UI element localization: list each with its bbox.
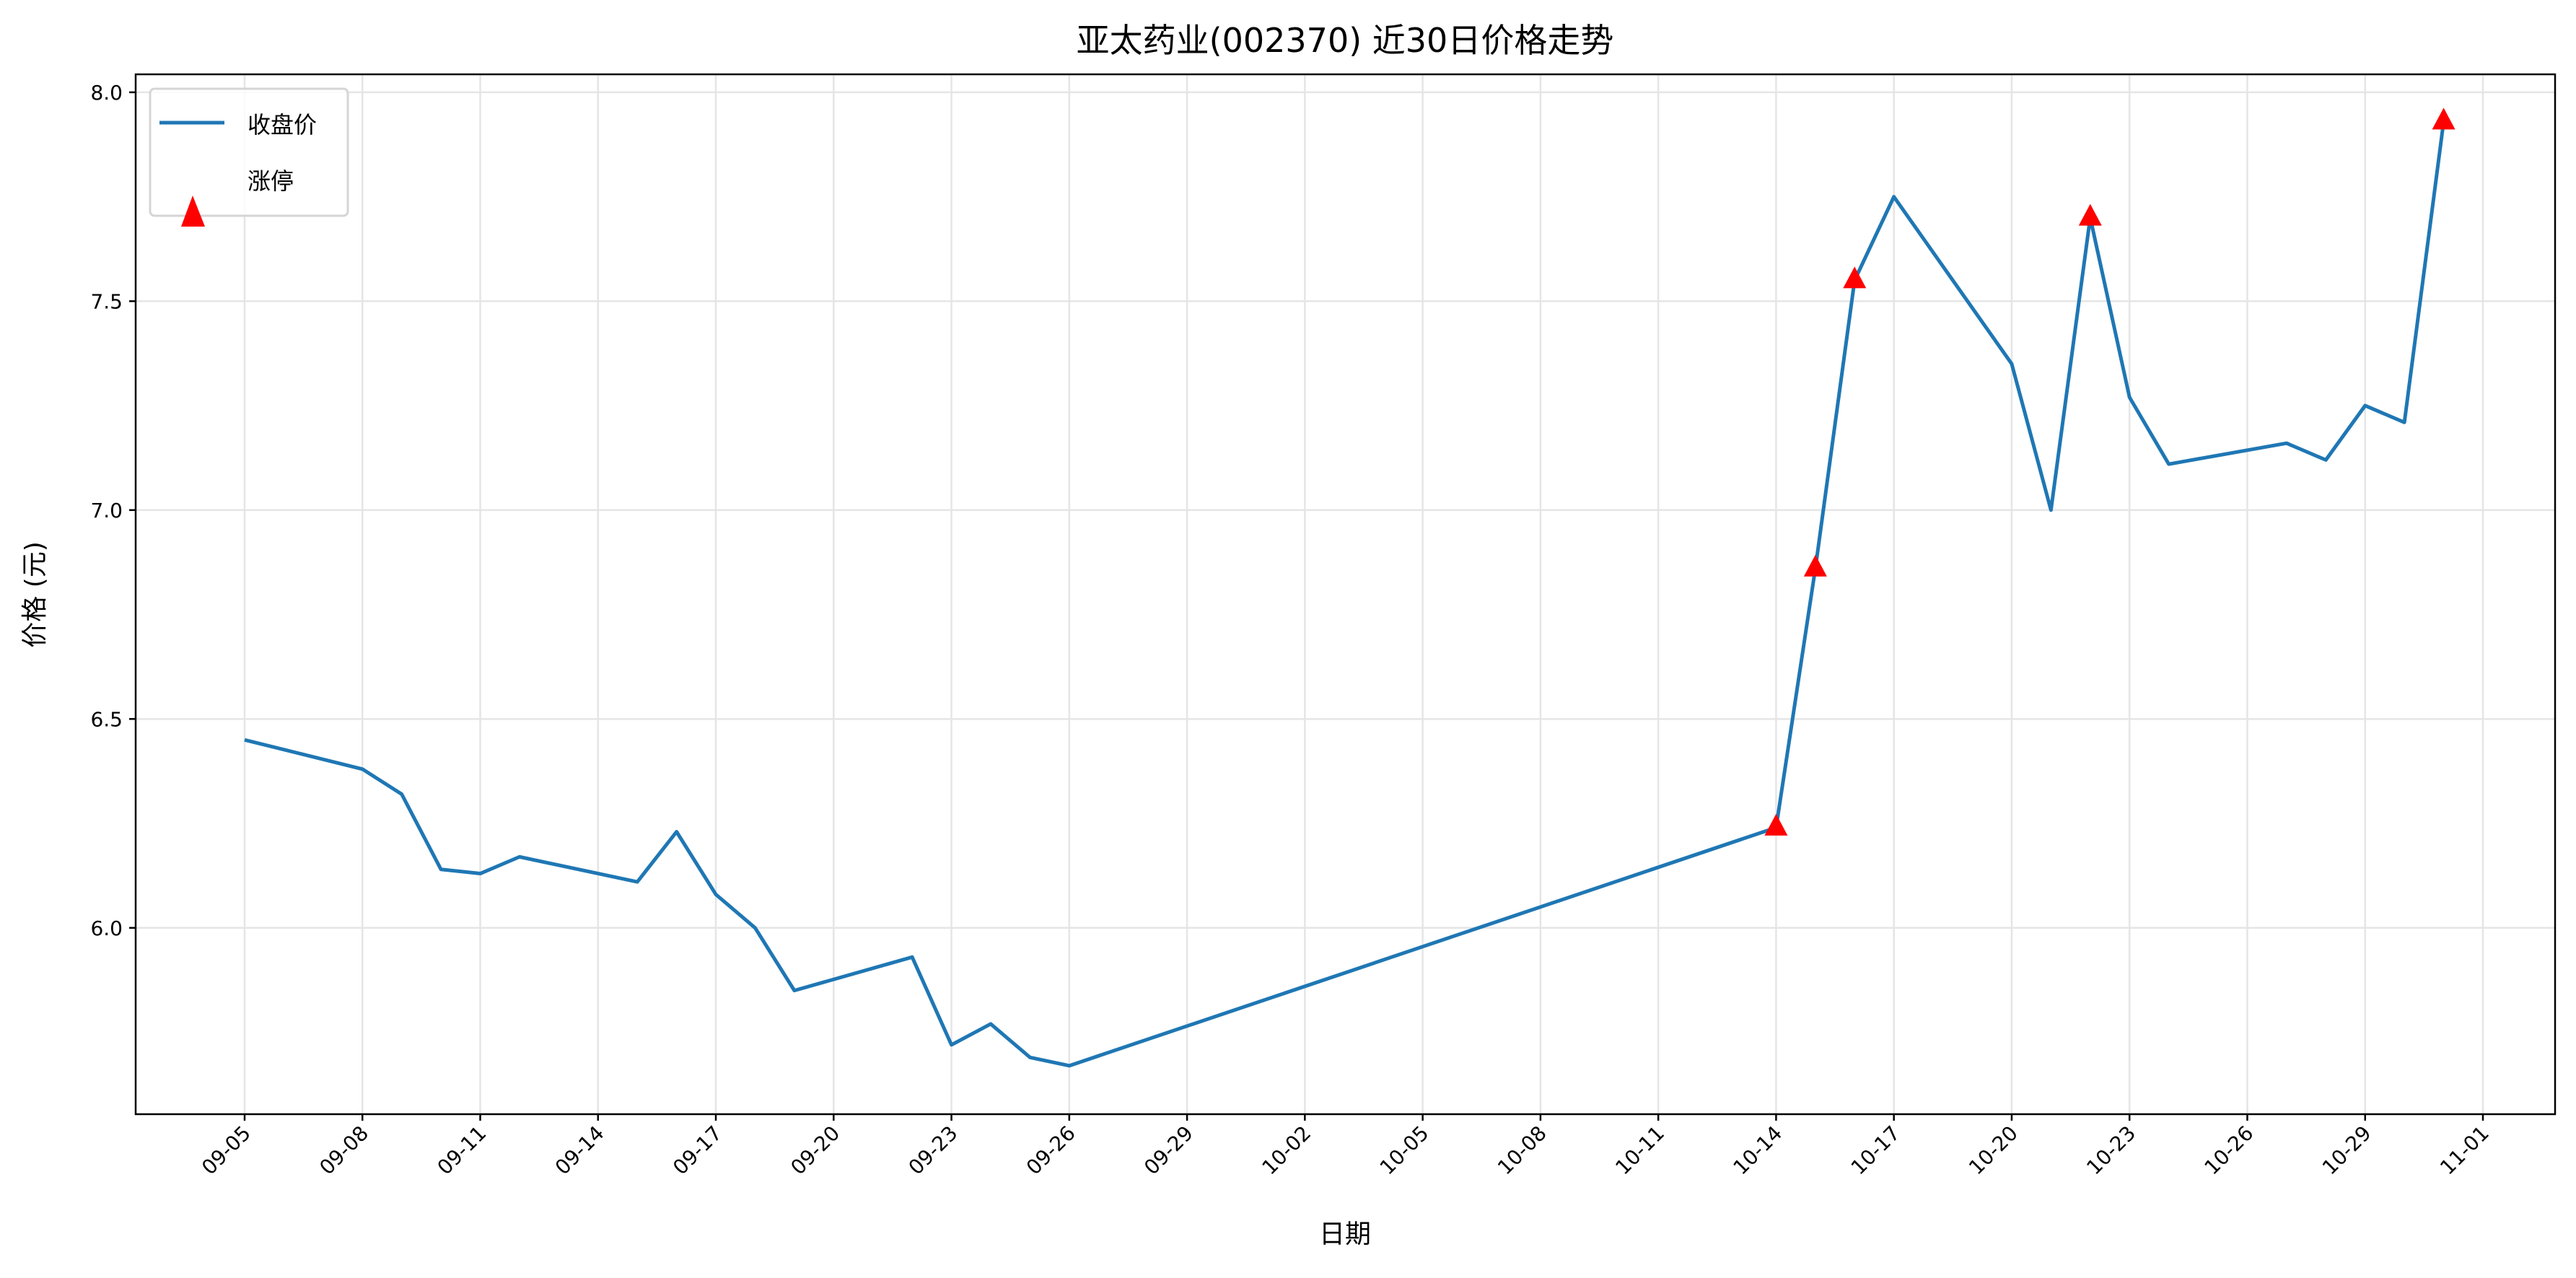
x-tick-label: 09-08 [315, 1121, 373, 1180]
x-tick-label: 10-14 [1728, 1121, 1787, 1180]
x-tick-label: 09-11 [433, 1121, 491, 1180]
x-tick-label: 09-29 [1139, 1121, 1198, 1180]
legend: 收盘价 涨停 [149, 87, 349, 227]
x-tick-label: 10-29 [2318, 1121, 2376, 1180]
y-tick-label: 7.5 [90, 289, 123, 313]
x-tick-label: 09-26 [1022, 1121, 1080, 1180]
x-tick-label: 10-08 [1493, 1121, 1551, 1180]
limit-up-marker [2432, 108, 2455, 130]
x-axis-label: 日期 [1319, 1220, 1371, 1249]
ticks: 6.0 6.5 7.0 7.5 8.0 09-05 09-08 09-11 09-14 09-17… [90, 81, 2493, 1180]
x-tick-label: 09-17 [668, 1121, 727, 1180]
x-tick-label: 10-20 [1964, 1121, 2023, 1180]
x-tick-label: 09-05 [197, 1121, 255, 1180]
y-tick-label: 6.0 [90, 916, 123, 940]
close-price-line [244, 121, 2446, 1068]
y-axis-label: 价格 (元) [20, 541, 50, 648]
x-tick-label: 09-20 [786, 1121, 844, 1180]
limit-up-marker [1803, 554, 1827, 577]
x-tick-label: 10-23 [2082, 1121, 2140, 1180]
x-tick-label: 10-11 [1611, 1121, 1669, 1180]
chart-title: 亚太药业(002370) 近30日价格走势 [1077, 21, 1614, 60]
x-tick-label: 09-14 [551, 1121, 609, 1180]
legend-label-close: 收盘价 [247, 111, 317, 139]
x-tick-label: 10-26 [2200, 1121, 2259, 1180]
y-tick-label: 7.0 [90, 499, 123, 522]
x-tick-label: 10-05 [1375, 1121, 1434, 1180]
x-tick-label: 10-17 [1846, 1121, 1905, 1180]
legend-box [149, 87, 349, 217]
legend-label-limit-up: 涨停 [247, 167, 294, 195]
axes-frame [134, 73, 2557, 1116]
limit-up-marker [1764, 813, 1788, 836]
x-tick-label: 11-01 [2435, 1121, 2494, 1180]
grid [136, 74, 2555, 1114]
y-tick-label: 6.5 [90, 707, 123, 731]
limit-up-marker [2078, 203, 2102, 226]
limit-up-marker [1843, 266, 1867, 289]
x-tick-label: 10-02 [1257, 1121, 1315, 1180]
plot-area [244, 108, 2455, 1068]
legend-triangle-icon [181, 196, 205, 227]
y-tick-label: 8.0 [90, 81, 123, 105]
x-tick-label: 09-23 [904, 1121, 963, 1180]
